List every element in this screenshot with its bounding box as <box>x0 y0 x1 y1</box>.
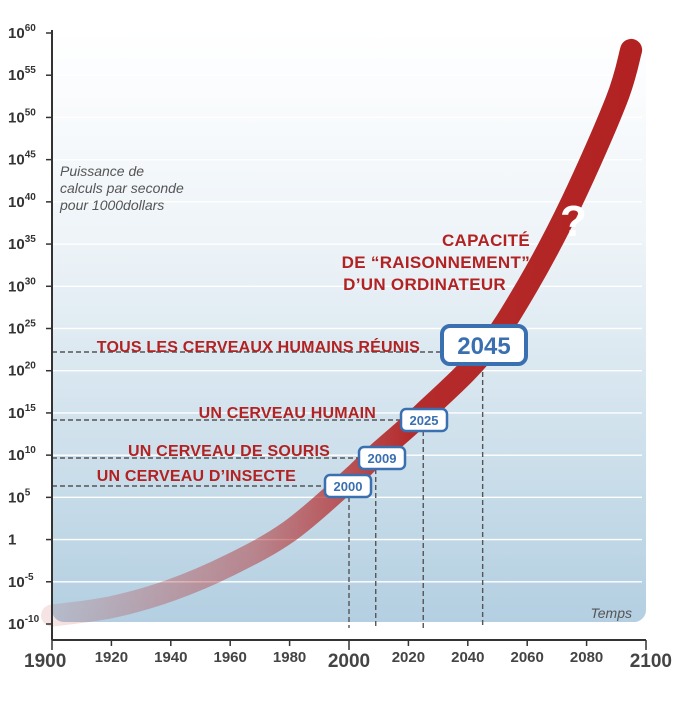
y-axis-title-line-2: calculs par seconde <box>60 180 184 196</box>
curve-label-line-2: DE “RAISONNEMENT” <box>342 253 530 272</box>
y-tick-label: 1060 <box>8 23 36 42</box>
x-tick-label: 2000 <box>328 651 370 672</box>
x-tick-label: 1940 <box>154 649 187 666</box>
x-tick-label: 1960 <box>214 649 247 666</box>
milestone-label: UN CERVEAU HUMAIN <box>199 405 376 422</box>
year-box-label: 2009 <box>368 451 397 466</box>
year-box-label: 2000 <box>334 479 363 494</box>
y-tick-label: 1050 <box>8 107 36 126</box>
y-tick-label: 1035 <box>8 234 36 253</box>
year-box-frame <box>399 407 449 433</box>
year-box-frame <box>357 445 407 471</box>
year-box-frame <box>440 324 528 366</box>
x-tick-label: 1920 <box>95 649 128 666</box>
year-box-frame <box>323 473 373 499</box>
plot-background <box>52 30 646 622</box>
year-box: 2000 <box>323 473 373 499</box>
milestone-label: UN CERVEAU D’INSECTE <box>97 468 296 485</box>
curve-label-line-1: CAPACITÉ <box>442 231 530 250</box>
milestones: TOUS LES CERVEAUX HUMAINS RÉUNIS 2045 UN C… <box>97 324 528 499</box>
y-tick-label: 10-10 <box>8 614 40 633</box>
y-tick-label: 1040 <box>8 192 36 211</box>
x-tick-label: 2020 <box>392 649 425 666</box>
y-axis-ticks: 1060 1055 1050 1045 1040 1035 1030 1025 1020 1015… <box>8 23 52 633</box>
y-tick-label: 1025 <box>8 319 36 338</box>
x-tick-label: 1900 <box>24 651 66 672</box>
y-tick-label: 1020 <box>8 361 36 380</box>
y-tick-label: 10-5 <box>8 572 34 591</box>
milestone-label: TOUS LES CERVEAUX HUMAINS RÉUNIS <box>97 337 420 356</box>
y-axis-title-line-1: Puissance de <box>60 163 144 179</box>
curve-label: CAPACITÉ DE “RAISONNEMENT” D’UN ORDINATE… <box>342 231 530 294</box>
x-tick-label: 1980 <box>273 649 306 666</box>
y-tick-label: 1045 <box>8 150 36 169</box>
x-tick-label: 2060 <box>511 649 544 666</box>
y-tick-label: 1015 <box>8 403 36 422</box>
milestone-label: UN CERVEAU DE SOURIS <box>128 443 330 460</box>
x-tick-label: 2080 <box>570 649 603 666</box>
year-box: 2009 <box>357 445 407 471</box>
x-tick-label: 2100 <box>630 651 672 672</box>
y-tick-label: 1055 <box>8 65 36 84</box>
y-tick-label: 1010 <box>8 445 36 464</box>
y-tick-label: 105 <box>8 487 31 506</box>
y-tick-label: 1030 <box>8 276 36 295</box>
y-axis-title-line-3: pour 1000dollars <box>59 197 164 213</box>
year-box: 2045 <box>440 324 528 366</box>
milestone-guides <box>52 351 484 628</box>
x-axis-title: Temps <box>590 605 632 621</box>
gridlines <box>52 74 642 583</box>
curve-label-line-3: D’UN ORDINATEUR <box>343 275 506 294</box>
x-axis-ticks: 1900 1920 1940 1960 1980 2000 2020 2040 2060 2080… <box>24 640 672 672</box>
y-tick-label: 1 <box>8 532 16 549</box>
year-box: 2025 <box>399 407 449 433</box>
x-tick-label: 2040 <box>451 649 484 666</box>
question-mark: ? <box>560 197 587 246</box>
year-box-label: 2045 <box>457 333 510 360</box>
y-axis-title: Puissance de calculs par seconde pour 10… <box>59 163 184 213</box>
year-box-label: 2025 <box>410 413 439 428</box>
